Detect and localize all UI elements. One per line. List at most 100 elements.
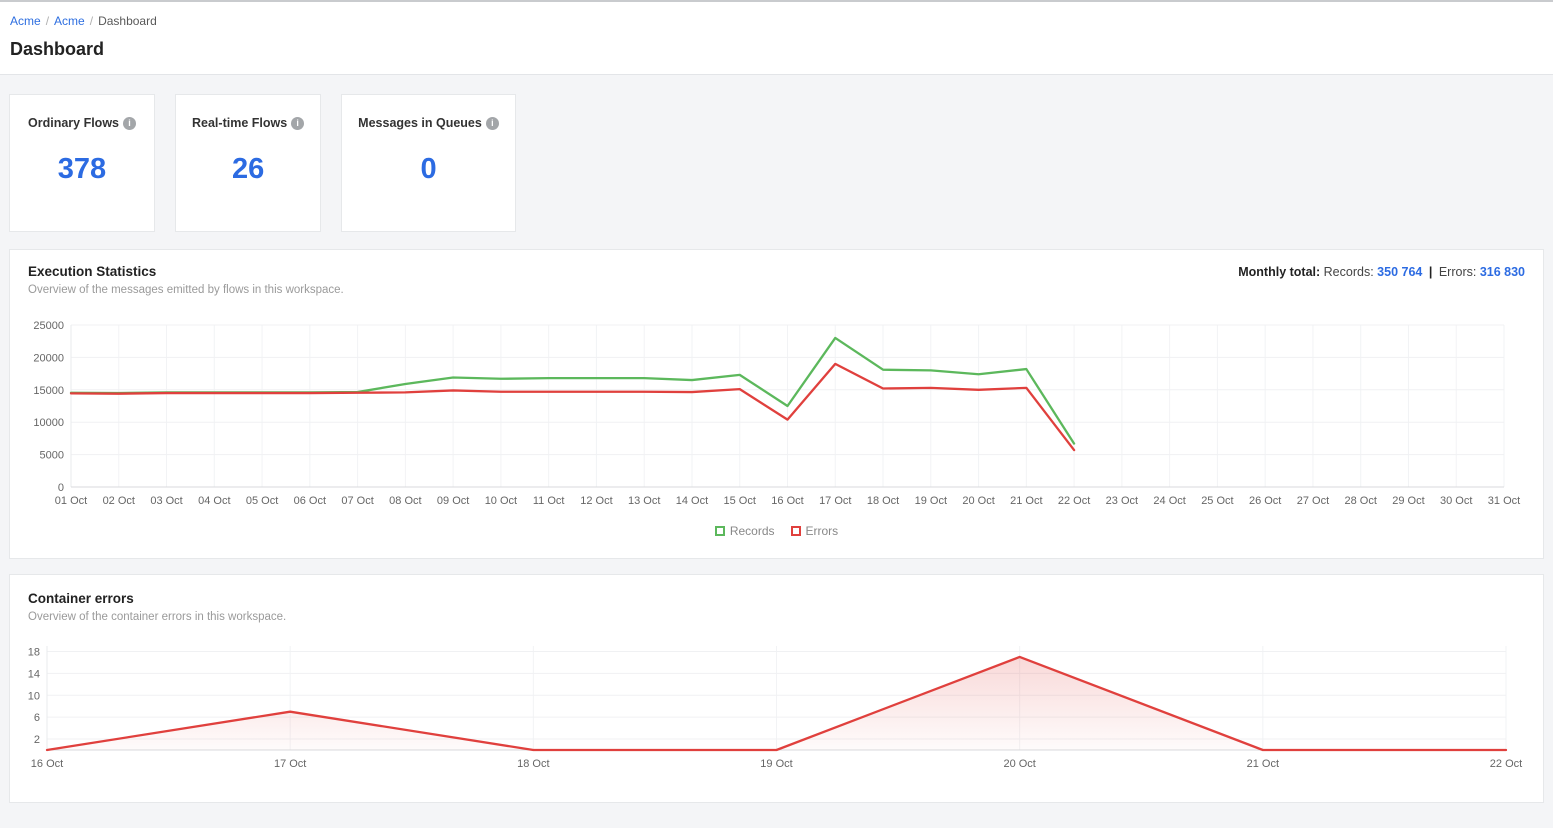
svg-text:01 Oct: 01 Oct: [55, 495, 87, 507]
svg-text:03 Oct: 03 Oct: [150, 495, 182, 507]
breadcrumb-current: Dashboard: [98, 14, 157, 28]
execution-statistics-titles: Execution Statistics Overview of the mes…: [28, 264, 344, 296]
legend-item-records[interactable]: Records: [714, 524, 775, 538]
svg-text:21 Oct: 21 Oct: [1010, 495, 1042, 507]
stat-card-row: Ordinary Flows i 378 Real-time Flows i 26 …: [9, 94, 1544, 232]
execution-statistics-chart: 0 5000 10000 15000 20000 25000 01 Oct 02 Oct 03 …: [33, 320, 1520, 507]
svg-text:19 Oct: 19 Oct: [760, 758, 792, 770]
execution-statistics-header: Execution Statistics Overview of the mes…: [28, 264, 1525, 296]
container-errors-titles: Container errors Overview of the contain…: [28, 591, 286, 623]
stat-card-title-text: Real-time Flows: [192, 116, 288, 130]
section-title: Execution Statistics: [28, 264, 157, 279]
svg-text:28 Oct: 28 Oct: [1344, 495, 1376, 507]
container-errors-header: Container errors Overview of the contain…: [28, 591, 1525, 623]
svg-text:17 Oct: 17 Oct: [274, 758, 306, 770]
stat-card-title: Real-time Flows i: [192, 116, 305, 130]
main-content: Ordinary Flows i 378 Real-time Flows i 26 …: [0, 75, 1553, 803]
records-legend-swatch-icon: [714, 526, 725, 536]
stat-card-title-text: Ordinary Flows: [28, 116, 119, 130]
svg-text:02 Oct: 02 Oct: [103, 495, 135, 507]
svg-text:23 Oct: 23 Oct: [1106, 495, 1138, 507]
breadcrumb-link-acme-1[interactable]: Acme: [10, 14, 41, 28]
svg-text:04 Oct: 04 Oct: [198, 495, 230, 507]
svg-text:16 Oct: 16 Oct: [771, 495, 803, 507]
monthly-total-label: Monthly total:: [1238, 265, 1321, 279]
svg-text:0: 0: [58, 482, 64, 494]
svg-text:5000: 5000: [40, 450, 64, 462]
monthly-total-separator: |: [1428, 265, 1433, 279]
stat-card-ordinary-flows: Ordinary Flows i 378: [9, 94, 155, 232]
svg-text:20 Oct: 20 Oct: [1003, 758, 1035, 770]
page-header: Acme / Acme / Dashboard Dashboard: [0, 2, 1553, 75]
svg-text:21 Oct: 21 Oct: [1247, 758, 1279, 770]
svg-text:17 Oct: 17 Oct: [819, 495, 851, 507]
records-total-value: 350 764: [1377, 265, 1423, 279]
execution-statistics-card: Execution Statistics Overview of the mes…: [9, 249, 1544, 559]
svg-text:15 Oct: 15 Oct: [724, 495, 756, 507]
info-icon[interactable]: i: [485, 117, 499, 130]
svg-text:14: 14: [28, 668, 40, 680]
legend-label: Records: [729, 524, 775, 538]
svg-text:13 Oct: 13 Oct: [628, 495, 660, 507]
svg-text:09 Oct: 09 Oct: [437, 495, 469, 507]
section-subtitle: Overview of the container errors in this…: [28, 611, 287, 623]
svg-text:18 Oct: 18 Oct: [517, 758, 549, 770]
svg-text:31 Oct: 31 Oct: [1488, 495, 1520, 507]
stat-card-messages-in-queues: Messages in Queues i 0: [341, 94, 516, 232]
stat-card-title-text: Messages in Queues: [358, 116, 482, 130]
svg-text:10000: 10000: [33, 417, 64, 429]
breadcrumb-separator: /: [89, 14, 94, 28]
svg-text:20 Oct: 20 Oct: [962, 495, 994, 507]
svg-text:11 Oct: 11 Oct: [533, 495, 565, 507]
page-title: Dashboard: [10, 39, 105, 59]
stat-card-realtime-flows: Real-time Flows i 26: [175, 94, 322, 232]
svg-text:29 Oct: 29 Oct: [1392, 495, 1424, 507]
svg-text:07 Oct: 07 Oct: [341, 495, 373, 507]
svg-text:18: 18: [28, 646, 40, 658]
svg-text:18 Oct: 18 Oct: [867, 495, 899, 507]
chart-legend: Records Errors: [28, 524, 1525, 538]
legend-label: Errors: [805, 524, 839, 538]
svg-text:16 Oct: 16 Oct: [31, 758, 63, 770]
monthly-total: Monthly total: Records: 350 764 | Errors…: [1238, 264, 1525, 279]
svg-text:22 Oct: 22 Oct: [1490, 758, 1522, 770]
svg-text:26 Oct: 26 Oct: [1249, 495, 1281, 507]
svg-text:08 Oct: 08 Oct: [389, 495, 421, 507]
breadcrumb-separator: /: [45, 14, 50, 28]
svg-text:25000: 25000: [33, 320, 64, 332]
info-icon[interactable]: i: [123, 117, 136, 130]
container-errors-card: Container errors Overview of the contain…: [9, 574, 1544, 803]
errors-total-value: 316 830: [1479, 265, 1525, 279]
svg-text:10: 10: [28, 690, 40, 702]
svg-text:12 Oct: 12 Oct: [580, 495, 612, 507]
breadcrumb-link-acme-2[interactable]: Acme: [54, 14, 85, 28]
svg-text:25 Oct: 25 Oct: [1201, 495, 1233, 507]
info-icon[interactable]: i: [291, 117, 305, 130]
stat-card-value: 0: [420, 153, 437, 185]
stat-card-title: Messages in Queues i: [358, 116, 499, 130]
stat-card-title: Ordinary Flows i: [26, 116, 138, 130]
svg-text:10 Oct: 10 Oct: [485, 495, 517, 507]
breadcrumb: Acme / Acme / Dashboard: [10, 14, 1543, 28]
svg-text:24 Oct: 24 Oct: [1153, 495, 1185, 507]
svg-text:22 Oct: 22 Oct: [1058, 495, 1090, 507]
section-title: Container errors: [28, 591, 134, 606]
errors-label: Errors:: [1438, 265, 1477, 279]
window-top-border: [0, 0, 1553, 2]
svg-text:14 Oct: 14 Oct: [676, 495, 708, 507]
svg-text:06 Oct: 06 Oct: [294, 495, 326, 507]
records-label: Records:: [1323, 265, 1374, 279]
svg-text:20000: 20000: [33, 352, 64, 364]
svg-text:2: 2: [34, 734, 40, 746]
stat-card-value: 26: [231, 153, 265, 185]
legend-item-errors[interactable]: Errors: [790, 524, 839, 538]
svg-text:27 Oct: 27 Oct: [1297, 495, 1329, 507]
svg-text:19 Oct: 19 Oct: [915, 495, 947, 507]
section-subtitle: Overview of the messages emitted by flow…: [28, 284, 344, 296]
container-errors-chart: 2 6 10 14 18 16 Oct 17 Oct 18 Oct 19 Oct 20 Oct 21…: [28, 646, 1522, 770]
svg-text:05 Oct: 05 Oct: [246, 495, 278, 507]
stat-card-value: 378: [57, 153, 107, 185]
errors-legend-swatch-icon: [790, 526, 801, 536]
svg-text:6: 6: [34, 712, 40, 724]
svg-text:30 Oct: 30 Oct: [1440, 495, 1472, 507]
